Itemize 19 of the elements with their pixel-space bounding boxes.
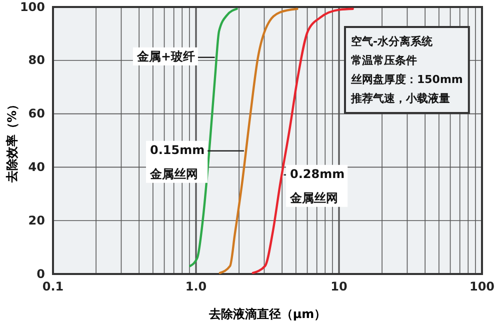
annotation: 常温常压条件 [351,54,417,67]
y-tick-label: 80 [28,53,45,68]
y-tick-label: 60 [28,106,45,121]
x-tick-label: 0.1 [42,280,64,294]
annotation: 推荐气速，小载液量 [350,92,450,105]
y-tick-label: 20 [28,213,45,228]
annotation: 丝网盘厚度：150mm [350,73,463,86]
annotation: 空气-水分离系统 [351,35,434,48]
x-tick-label: 1.0 [185,280,207,294]
x-tick-label: 100 [469,280,495,294]
x-tick-label: 10 [330,280,348,294]
y-tick-label: 40 [28,160,45,174]
y-tick-label: 100 [20,0,45,14]
y-tick-label: 0 [36,266,45,281]
x-axis-title: 去除液滴直径（μm） [208,307,326,321]
text: 0.15mm 金属丝网 [149,142,205,181]
y-axis-title: 去除效率（%） [5,98,19,184]
series-label: 0.28mm 金属丝网 [289,166,345,205]
series-label: 金属+玻纤 [136,49,195,64]
